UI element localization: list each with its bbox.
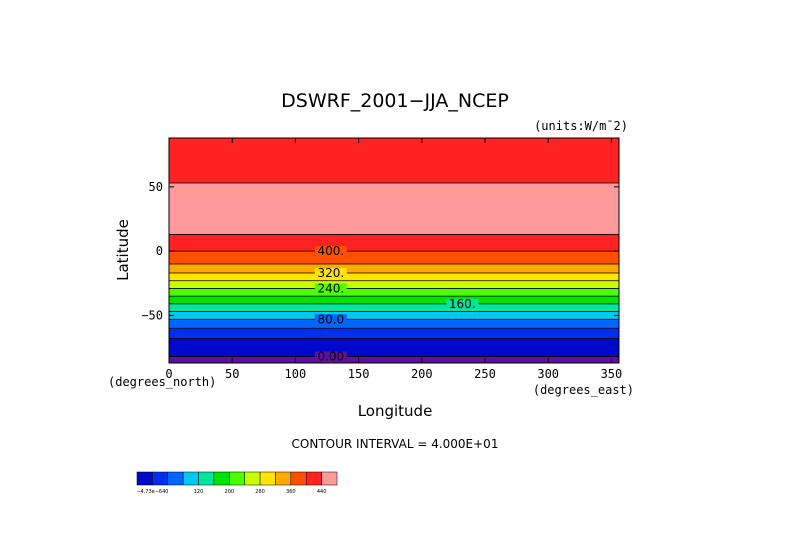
contour-label-5: 0.00 [317, 350, 344, 364]
colorbar-swatch-8 [259, 471, 276, 486]
x-tick-label-7: 350 [601, 367, 623, 381]
units-label: (units:W/m¯2) [534, 119, 628, 133]
contour-band-4 [169, 264, 619, 273]
colorbar-swatch-1 [152, 471, 169, 486]
contour-band-0 [169, 138, 619, 183]
colorbar-label-4: 360 [286, 489, 296, 495]
y-tick-label-0: 50 [149, 180, 163, 194]
colorbar-swatch-9 [275, 471, 292, 486]
contour-band-5 [169, 273, 619, 281]
x-tick-label-3: 150 [348, 367, 370, 381]
contour-label-bg-5 [314, 351, 347, 362]
contour-label-bg-2 [314, 283, 347, 294]
colorbar: −4.73e−640 120 200 280 360 440 [136, 471, 338, 495]
x-unit-label: (degrees_east) [533, 383, 634, 397]
colorbar-label-2: 200 [225, 489, 235, 495]
contour-label-bg-0 [314, 246, 347, 257]
plot-frame [168, 137, 620, 364]
colorbar-swatch-11 [305, 471, 322, 486]
colorbar-swatch-12 [321, 471, 338, 486]
chart-title: DSWRF_2001−JJA_NCEP [281, 90, 509, 112]
contour-band-13 [169, 338, 619, 357]
contour-band-10 [169, 311, 619, 320]
colorbar-label-1: 120 [194, 489, 204, 495]
colorbar-swatch-2 [167, 471, 184, 486]
y-axis-label: Latitude [114, 219, 132, 281]
x-tick-label-4: 200 [411, 367, 433, 381]
contour-labels: 400. 320.240. 160. 80.0 0.00 [314, 244, 479, 364]
x-tick-label-1: 50 [225, 367, 239, 381]
x-axis-label: Longitude [358, 402, 433, 420]
x-axis-ticks: 0 50 100 150 200 250 300 350 [165, 138, 622, 381]
contour-band-8 [169, 296, 619, 304]
contour-band-3 [169, 251, 619, 264]
colorbar-label-0: −4.73e−640 [136, 489, 168, 495]
y-axis-ticks: 50 0 −50 [141, 180, 619, 322]
y-unit-label: (degrees_north) [108, 375, 216, 389]
contour-interval-note: CONTOUR INTERVAL = 4.000E+01 [292, 437, 499, 451]
contour-label-bg-1 [314, 268, 347, 278]
contour-band-7 [169, 288, 619, 297]
contour-label-2: 240. [317, 281, 344, 295]
contour-label-4: 80.0 [317, 312, 344, 326]
contour-label-1: 320. [317, 266, 344, 280]
colorbar-label-5: 440 [317, 489, 327, 495]
contour-label-bg-3 [446, 298, 479, 309]
contour-label-0: 400. [317, 244, 344, 258]
contour-label-bg-4 [314, 314, 347, 325]
contour-label-3: 160. [449, 297, 476, 311]
contour-band-2 [169, 234, 619, 252]
colorbar-swatch-7 [244, 471, 261, 486]
colorbar-swatch-3 [182, 471, 199, 486]
colorbar-swatch-6 [229, 471, 245, 486]
y-tick-label-2: −50 [141, 308, 163, 322]
colorbar-swatch-5 [213, 471, 230, 486]
x-tick-label-6: 300 [537, 367, 559, 381]
contour-band-14 [169, 356, 619, 363]
x-tick-label-5: 250 [474, 367, 496, 381]
colorbar-label-3: 280 [255, 489, 265, 495]
contour-band-9 [169, 303, 619, 312]
contour-bands [169, 138, 619, 363]
x-tick-label-2: 100 [285, 367, 307, 381]
colorbar-swatch-10 [290, 471, 307, 486]
contour-band-12 [169, 328, 619, 339]
contour-band-1 [169, 183, 619, 235]
contour-band-6 [169, 280, 619, 289]
x-tick-label-0: 0 [165, 367, 172, 381]
colorbar-swatch-4 [198, 471, 215, 486]
contour-band-11 [169, 319, 619, 329]
y-tick-label-1: 0 [156, 244, 163, 258]
contour-lines [169, 182, 619, 357]
colorbar-swatch-0 [136, 471, 153, 486]
